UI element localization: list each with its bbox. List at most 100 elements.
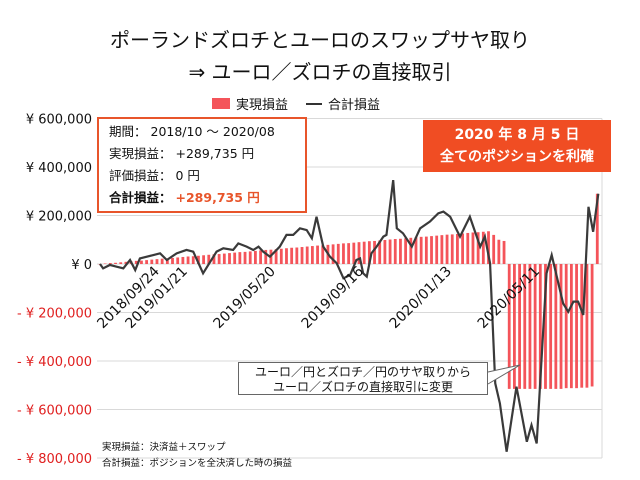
realized-pl-bar (378, 240, 382, 264)
realized-pl-bar (497, 239, 501, 264)
realized-pl-bar (513, 264, 516, 389)
realized-pl-bar (533, 264, 537, 389)
realized-pl-bar (507, 264, 511, 389)
realized-pl-bar (388, 239, 392, 264)
realized-pl-bar (404, 238, 408, 264)
realized-pl-bar (114, 262, 117, 264)
legend-bar-label: 実現損益 (236, 98, 289, 113)
realized-pl-bar (528, 264, 532, 389)
realized-pl-bar (108, 263, 112, 264)
x-tick-label: 2019/09/16 (299, 263, 367, 331)
close-date-badge: 2020 年 8 月 5 日 全てのポジションを利確 (423, 120, 611, 172)
y-tick-label: - ¥ 800,000 (17, 452, 92, 467)
realized-pl-bar (222, 253, 226, 264)
realized-pl-bar (461, 233, 464, 264)
realized-pl-bar (103, 263, 107, 265)
realized-pl-bar (544, 264, 547, 389)
realized-pl-bar (238, 252, 242, 264)
callout-pointer (487, 364, 521, 385)
realized-pl-bar (342, 243, 345, 264)
realized-pl-bar (414, 237, 418, 264)
realized-pl-bar (310, 246, 314, 264)
realized-pl-bar (145, 260, 149, 264)
legend-line-label: 合計損益 (328, 98, 381, 113)
realized-pl-bar (409, 237, 413, 264)
realized-pl-bar (456, 233, 459, 264)
realized-pl-bar (362, 241, 366, 264)
legend: 実現損益 合計損益 (212, 94, 380, 113)
realized-pl-bar (347, 243, 351, 264)
unrealized-value: 0 円 (175, 168, 200, 183)
realized-pl-bar (481, 231, 485, 264)
realized-pl-bar (155, 259, 159, 264)
x-tick-label: 2020/01/13 (387, 264, 455, 332)
realized-pl-bar (575, 264, 578, 389)
badge-date: 2020 年 8 月 5 日 (454, 127, 580, 143)
realized-pl-bar (254, 250, 257, 264)
realized-value: +289,735 円 (175, 146, 255, 161)
realized-pl-bar (274, 249, 278, 264)
realized-pl-bar (279, 248, 283, 264)
y-tick-label: - ¥ 600,000 (17, 404, 92, 419)
realized-pl-bar (357, 242, 361, 264)
realized-pl-bar (559, 264, 563, 389)
realized-pl-bar (233, 252, 237, 264)
realized-pl-bar (248, 251, 252, 264)
realized-pl-bar (181, 256, 185, 264)
y-tick-label: - ¥ 200,000 (17, 307, 92, 322)
realized-pl-bar (538, 264, 542, 389)
realized-pl-bar (450, 234, 454, 264)
badge-text: 全てのポジションを利確 (440, 149, 594, 165)
realized-pl-bar (466, 232, 470, 264)
y-tick-label: ¥ 400,000 (26, 161, 92, 176)
total-value: +289,735 円 (175, 190, 260, 205)
realized-pl-bar (305, 246, 309, 264)
realized-pl-bar (419, 236, 423, 264)
period-value: 2018/10 ～ 2020/08 (150, 124, 275, 139)
annotation-line2: ユーロ／ズロチの直接取引に変更 (272, 380, 453, 394)
realized-pl-bar (554, 264, 558, 389)
realized-pl-bar (321, 245, 325, 264)
realized-pl-bar (259, 250, 262, 264)
period-label: 期間： (109, 124, 147, 139)
realized-pl-bar (295, 247, 299, 264)
realized-pl-bar (393, 239, 397, 264)
realized-pl-bar (564, 264, 568, 389)
realized-pl-bar (492, 234, 496, 264)
y-tick-label: ¥ 200,000 (26, 210, 92, 225)
y-tick-label: - ¥ 400,000 (17, 355, 92, 370)
realized-pl-bar (518, 264, 521, 389)
realized-pl-bar (523, 264, 527, 389)
realized-pl-bar (352, 242, 356, 264)
realized-pl-bar (191, 256, 195, 264)
realized-pl-bar (336, 243, 340, 264)
realized-pl-bar (290, 247, 294, 264)
realized-pl-bar (264, 249, 268, 264)
realized-pl-bar (367, 241, 371, 264)
realized-pl-bar (502, 240, 506, 264)
realized-pl-bar (373, 240, 376, 264)
realized-pl-bar (207, 254, 211, 264)
realized-pl-bar (171, 257, 174, 264)
realized-pl-bar (150, 259, 154, 264)
realized-pl-bar (119, 262, 123, 264)
chart-title: ポーランドズロチとユーロのスワップサヤ取り (110, 28, 530, 52)
footnote-total: 合計損益：ポジションを全決済した時の損益 (102, 458, 293, 469)
annotation-line1: ユーロ／円とズロチ／円のサヤ取りから (254, 365, 471, 379)
realized-pl-bar (471, 232, 475, 264)
realized-pl-bar (383, 239, 387, 264)
realized-pl-bar (569, 264, 573, 389)
annotation-callout: ユーロ／円とズロチ／円のサヤ取りから ユーロ／ズロチの直接取引に変更 (238, 362, 488, 395)
realized-pl-bar (590, 264, 594, 387)
y-tick-label: ¥ 600,000 (26, 113, 92, 128)
realized-pl-bar (243, 251, 247, 264)
realized-pl-bar (316, 245, 319, 264)
realized-pl-bar (212, 254, 216, 264)
realized-pl-bar (476, 232, 480, 264)
realized-pl-bar (487, 231, 490, 264)
realized-pl-bar (285, 248, 288, 264)
realized-pl-bar (585, 264, 589, 388)
realized-pl-bar (160, 258, 164, 264)
realized-pl-bar (300, 247, 304, 264)
